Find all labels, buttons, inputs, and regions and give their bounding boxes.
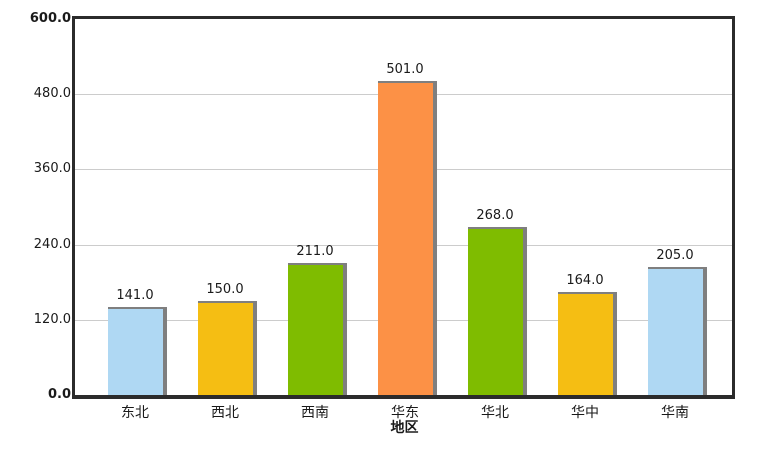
bar-西南	[288, 263, 347, 395]
y-tick-label: 0.0	[47, 387, 71, 402]
bar-value-label: 501.0	[386, 62, 424, 77]
x-category-label: 华中	[571, 405, 599, 421]
bar-华南	[648, 267, 707, 395]
y-tick-label: 480.0	[33, 86, 71, 101]
y-tick-label: 120.0	[33, 312, 71, 327]
x-category-label: 东北	[121, 405, 149, 421]
x-category-label: 华北	[481, 405, 509, 421]
y-tick-label: 360.0	[33, 161, 71, 176]
bar-value-label: 141.0	[116, 288, 154, 303]
bar-东北	[108, 307, 167, 395]
x-category-label: 西北	[211, 405, 239, 421]
x-category-label: 华东	[391, 405, 419, 421]
bar-value-label: 164.0	[566, 273, 604, 288]
bar-value-label: 205.0	[656, 248, 694, 263]
x-axis-title: 地区	[390, 420, 419, 436]
bar-华北	[468, 227, 527, 395]
bar-value-label: 211.0	[296, 244, 334, 259]
bar-华中	[558, 292, 617, 395]
bar-华东	[378, 81, 437, 395]
x-category-label: 华南	[661, 405, 689, 421]
y-tick-label: 240.0	[33, 237, 71, 252]
bar-value-label: 150.0	[206, 282, 244, 297]
bar-value-label: 268.0	[476, 208, 514, 223]
bar-西北	[198, 301, 257, 395]
y-tick-label: 600.0	[29, 11, 71, 26]
x-category-label: 西南	[301, 405, 329, 421]
